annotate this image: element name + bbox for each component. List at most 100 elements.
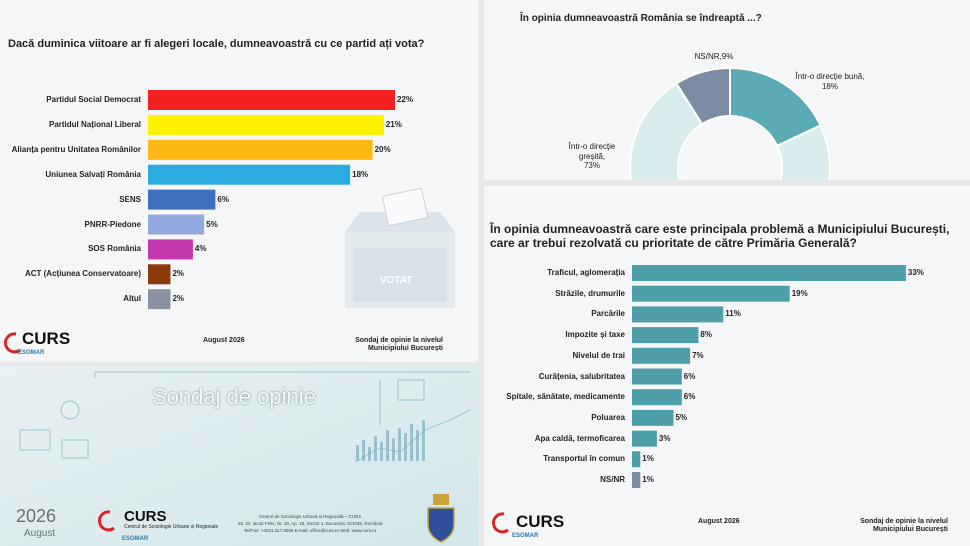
esomar: ESOMAR [512, 533, 539, 539]
cover-address: Tel/Fax: +4021.317.9899 E-mail: office@c… [243, 528, 377, 533]
esomar: ESOMAR [18, 350, 45, 356]
category-label: Străzile, drumurile [555, 288, 625, 298]
cover-logo-sub: Centrul de Sociologie Urbane și Regional… [124, 524, 219, 530]
category-label: Poluarea [591, 412, 625, 422]
category-label: Transportul în comun [543, 454, 625, 464]
value-label: 18% [352, 169, 369, 179]
bar [148, 90, 396, 110]
cover-bars [356, 420, 425, 461]
bar [632, 368, 682, 385]
bar [148, 264, 171, 285]
category-label: ACT (Acțiunea Conservatoare) [24, 269, 141, 279]
footer-source: Sondaj de opinie la nivelul Municipiului… [860, 518, 948, 534]
bar [148, 164, 351, 185]
cover-logo: CURS [124, 508, 167, 525]
value-label: 5% [675, 412, 688, 422]
category-label: Altul [123, 294, 141, 304]
crest [427, 494, 455, 543]
category-label: NS/NR [600, 475, 625, 484]
value-label: 20% [374, 144, 391, 154]
logo: CURS [22, 329, 71, 348]
value-label: 5% [206, 219, 218, 229]
bar [148, 289, 171, 310]
category-label: Parcările [591, 309, 625, 319]
slice-category: NS/NR, [694, 52, 722, 61]
cover-esomar: ESOMAR [122, 536, 149, 542]
category-label: Traficul, aglomerația [547, 268, 625, 277]
bar [632, 451, 641, 468]
bar [632, 472, 641, 488]
slice-label: Într-o direcție greșită, 73% [561, 142, 623, 171]
bar [632, 389, 682, 406]
value-label: 2% [172, 294, 185, 304]
category-label: Curățenia, salubritatea [538, 371, 625, 381]
slice-category: Într-o direcție bună, [795, 72, 865, 81]
footer-date: August 2026 [203, 337, 245, 344]
bar [148, 114, 384, 135]
category-label: Nivelul de trai [572, 350, 625, 360]
slice-value: 73% [583, 161, 600, 171]
category-label: Spitale, sănătate, medicamente [506, 392, 625, 402]
slice-category: Într-o direcție greșită, [568, 142, 616, 161]
category-label: Partidul Național Liberal [48, 119, 141, 129]
category-label: Impozite și taxe [565, 330, 625, 340]
logo-mark [4, 332, 509, 534]
slice-value: 18% [821, 81, 838, 91]
category-label: SENS [119, 194, 141, 204]
ballot-label: VOTAT [380, 275, 413, 286]
value-label: 19% [791, 288, 808, 298]
category-label: Partidul Social Democrat [46, 95, 141, 104]
logo: CURS [516, 512, 565, 531]
cover-address: Centrul de Sociologie Urbană și Regional… [258, 514, 362, 519]
bar [632, 265, 906, 281]
value-label: 21% [385, 119, 402, 129]
donut-slice [675, 66, 731, 126]
cover-month: August [24, 528, 56, 539]
value-label: 33% [907, 268, 924, 277]
slice-label: NS/NR,9% [674, 52, 754, 62]
cover-title: Sondaj de opinie [152, 384, 316, 409]
slice-value: 9% [721, 52, 734, 61]
bar [148, 239, 193, 260]
bar [148, 189, 216, 210]
category-label: Apa caldă, termoficarea [534, 433, 625, 443]
value-label: 8% [700, 330, 712, 340]
cover-year: 2026 [16, 506, 57, 526]
footer-date: August 2026 [698, 518, 740, 525]
value-label: 3% [658, 433, 671, 443]
value-label: 1% [642, 475, 654, 484]
value-label: 7% [692, 350, 704, 360]
value-label: 1% [642, 454, 654, 464]
category-label: Uniunea Salvați România [45, 169, 141, 179]
bar [632, 327, 699, 344]
bar [632, 285, 790, 302]
donut-slice [629, 82, 831, 180]
bar [632, 306, 724, 323]
cover-address: Str. Dr. Iacob Felix, Nr. 29, Ap. 18, Se… [237, 521, 383, 526]
category-label: PNRR-Piedone [84, 219, 141, 229]
bar [632, 347, 691, 364]
value-label: 6% [217, 194, 229, 204]
value-label: 4% [194, 244, 207, 254]
bar [632, 409, 674, 426]
footer-source: Sondaj de opinie la nivelul Municipiului… [355, 337, 443, 353]
category-label: Alianța pentru Unitatea Românilor [11, 144, 141, 154]
value-label: 6% [683, 371, 696, 381]
ballot-illustration [345, 187, 455, 308]
chart-title: Dacă duminica viitoare ar fi alegeri loc… [8, 38, 425, 50]
chart-title: În opinia dumneavoastră România se îndre… [520, 13, 762, 24]
bar [148, 139, 373, 160]
slice-label: Într-o direcție bună, 18% [775, 72, 885, 91]
bar [632, 430, 657, 447]
value-label: 11% [725, 309, 741, 319]
value-label: 6% [683, 392, 696, 402]
category-label: SOS România [88, 244, 141, 254]
panel-problems [484, 186, 970, 546]
value-label: 22% [397, 95, 414, 104]
value-label: 2% [172, 269, 185, 279]
bar [148, 214, 205, 235]
chart-title: În opinia dumneavoastră care este princi… [490, 222, 950, 251]
donut [629, 66, 831, 180]
